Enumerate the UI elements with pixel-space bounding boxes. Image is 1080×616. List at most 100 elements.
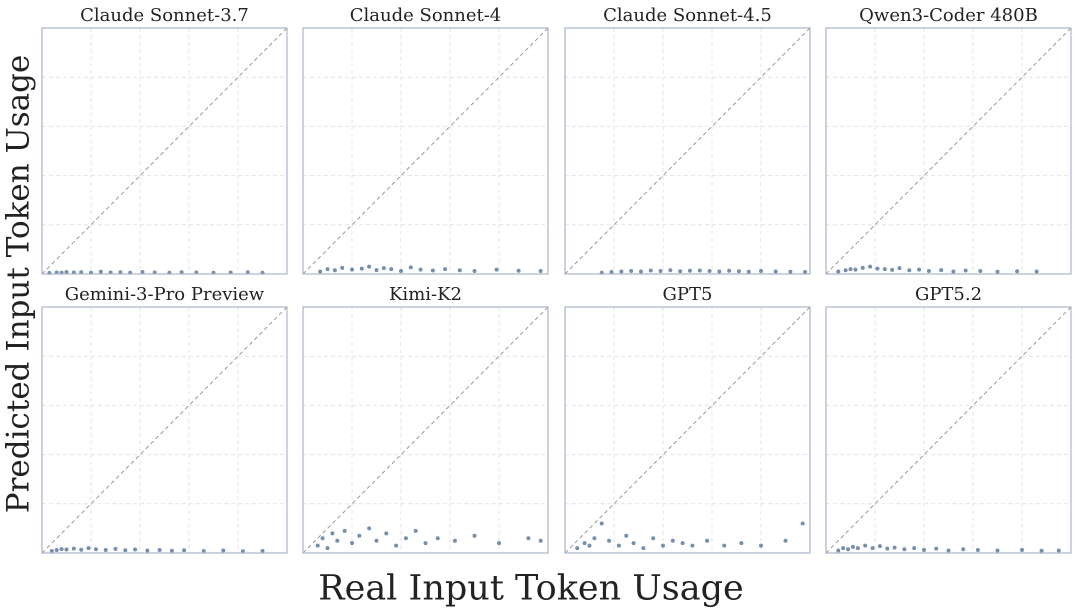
panel-frame [302,27,549,275]
scatter-point [133,547,138,552]
scatter-point [875,266,880,271]
scatter-point [846,547,851,552]
scatter-point [727,268,732,273]
scatter-point [978,269,983,274]
scatter-point [472,269,477,274]
scatter-point [325,546,330,551]
scatter-point [592,536,597,541]
scatter-point [374,538,379,543]
scatter-point [641,546,646,551]
scatter-point [472,533,477,538]
scatter-point [783,538,788,543]
scatter-point [638,269,643,274]
scatter-point [123,548,128,553]
scatter-point [350,267,354,272]
scatter-point [384,531,389,536]
scatter-point [678,269,683,274]
scatter-point [457,268,462,273]
scatter-point [403,536,408,541]
scatter-point [587,543,592,548]
scatter-point [877,544,882,549]
scatter-point [54,548,59,553]
scatter-point [221,548,226,553]
scatter-point [863,543,868,548]
scatter-point [616,543,621,548]
scatter-point [939,268,944,273]
scatter-point [902,547,907,552]
scatter-point [423,541,428,546]
scatter-point [680,541,685,546]
scatter-point [582,541,587,546]
scatter-point [836,269,841,274]
scatter-point [722,543,727,548]
scatter-point [332,268,337,273]
scatter-point [922,548,926,553]
scatter-point [342,528,347,533]
scatter-point [631,541,636,546]
scatter-point [995,548,1000,553]
scatter-point [841,546,846,551]
scatter-point [315,543,320,548]
scatter-point [418,267,423,272]
scatter-point [629,269,634,274]
scatter-point [179,270,184,275]
scatter-point [435,536,440,541]
scatter-point [892,545,897,550]
identity-line [825,306,1072,554]
scatter-point [995,269,1000,274]
scatter-point [624,533,629,538]
scatter-point [848,267,853,272]
identity-line [825,27,1072,275]
scatter-point [98,269,103,274]
scatter-point [934,546,939,551]
scatter-point [599,521,604,526]
scatter-point [245,270,250,275]
scatter-point [367,264,372,269]
scatter-point [773,269,778,274]
scatter-point [430,268,435,273]
scatter-point [340,265,345,270]
scatter-point [609,270,614,275]
scatter-point [868,264,873,269]
identity-line [302,27,549,275]
scatter-point [93,547,98,552]
scatter-point [145,548,150,553]
scatter-point [670,538,675,543]
scatter-point [687,268,692,273]
scatter-point [389,267,394,272]
scatter-point [64,270,69,275]
identity-line [564,27,811,275]
scatter-point [668,268,673,273]
panel-title: Claude Sonnet-4 [350,5,502,26]
scatter-point [736,269,741,274]
scatter-point [870,546,875,551]
scatter-point [705,538,710,543]
scatter-point [607,538,612,543]
scatter-point [853,267,858,272]
scatter-point [575,546,580,551]
panel-frame [41,306,288,554]
scatter-point [318,269,323,274]
scatter-point [850,544,855,549]
scatter-point [113,546,118,551]
panel-title: GPT5 [663,284,713,305]
panel-title: Qwen3-Coder 480B [859,5,1038,26]
scatter-point [240,549,245,554]
scatter-point [452,538,457,543]
identity-line [564,306,811,554]
scatter-point [381,266,386,271]
scatter-point [855,546,860,551]
panel-frame [825,306,1072,554]
scatter-point [800,521,805,526]
scatter-point [963,268,968,273]
scatter-point [320,536,325,541]
scatter-point [538,269,543,274]
scatter-point [707,269,712,274]
scatter-point [374,268,379,273]
scatter-point [651,536,656,541]
scatter-point [759,269,763,274]
scatter-point [975,548,980,553]
scatter-point [926,269,931,274]
panel-title: Claude Sonnet-3.7 [80,5,249,26]
scatter-point [330,531,335,536]
